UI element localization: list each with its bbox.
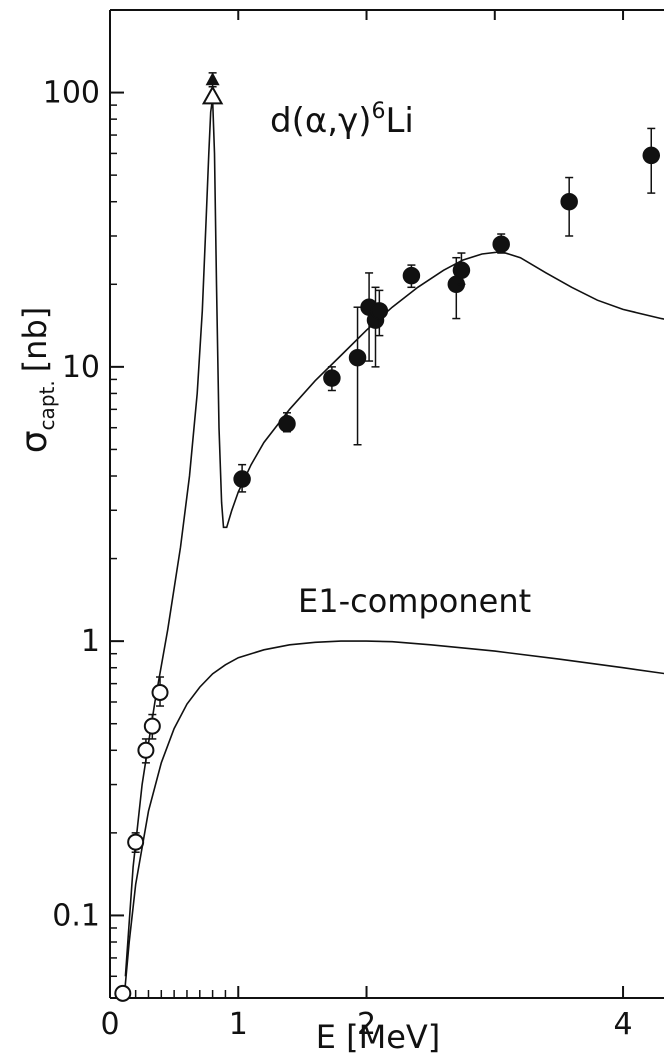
data-point-open xyxy=(114,984,132,1002)
data-point-filled xyxy=(278,415,296,433)
data-point-filled xyxy=(348,348,367,367)
data-point-open xyxy=(151,683,169,701)
e1-component-curve xyxy=(123,640,664,999)
svg-text:σcapt.[nb]: σcapt.[nb] xyxy=(14,307,59,454)
y-axis-label: σcapt.[nb] xyxy=(14,307,59,454)
data-point-filled xyxy=(642,146,661,165)
data-point-open-triangle xyxy=(201,85,224,105)
x-axis-label: E [MeV] xyxy=(316,1018,441,1056)
y-tick-label: 100 xyxy=(43,76,100,111)
y-tick-label: 1 xyxy=(81,624,100,659)
markers xyxy=(114,72,661,1002)
data-point-filled-triangle xyxy=(205,72,220,86)
x-tick-label: 2 xyxy=(357,1007,376,1042)
data-point-filled xyxy=(233,470,251,488)
data-point-filled xyxy=(402,266,421,285)
e1-component-annotation: E1-component xyxy=(298,582,531,620)
y-tick-label: 0.1 xyxy=(52,898,100,933)
x-tick-label: 1 xyxy=(229,1007,248,1042)
data-point-filled xyxy=(452,261,471,280)
data-point-open xyxy=(143,717,161,735)
reaction-annotation: d(α,γ)6Li xyxy=(270,99,414,141)
data-point-filled xyxy=(323,369,341,387)
data-point-filled xyxy=(560,192,578,211)
axes: 0.1 1 10 100 0 1 2 4 xyxy=(43,9,664,1042)
curves xyxy=(123,98,664,999)
data-point-filled xyxy=(370,302,389,320)
x-tick-label: 0 xyxy=(100,1007,119,1042)
data-point-filled xyxy=(492,235,510,253)
total-cross-section-curve xyxy=(124,98,664,977)
data-point-open xyxy=(127,833,145,851)
x-tick-label: 4 xyxy=(613,1007,632,1042)
y-tick-label: 10 xyxy=(62,350,100,385)
data-point-open xyxy=(137,741,155,759)
